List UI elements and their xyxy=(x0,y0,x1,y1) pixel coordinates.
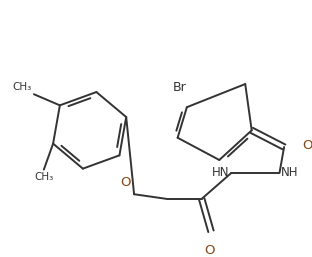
Text: O: O xyxy=(120,176,130,189)
Text: CH₃: CH₃ xyxy=(34,172,53,182)
Text: NH: NH xyxy=(281,167,299,179)
Text: CH₃: CH₃ xyxy=(12,82,31,92)
Text: HN: HN xyxy=(212,167,230,179)
Text: Br: Br xyxy=(173,81,186,94)
Text: O: O xyxy=(303,139,312,152)
Text: O: O xyxy=(204,244,214,257)
